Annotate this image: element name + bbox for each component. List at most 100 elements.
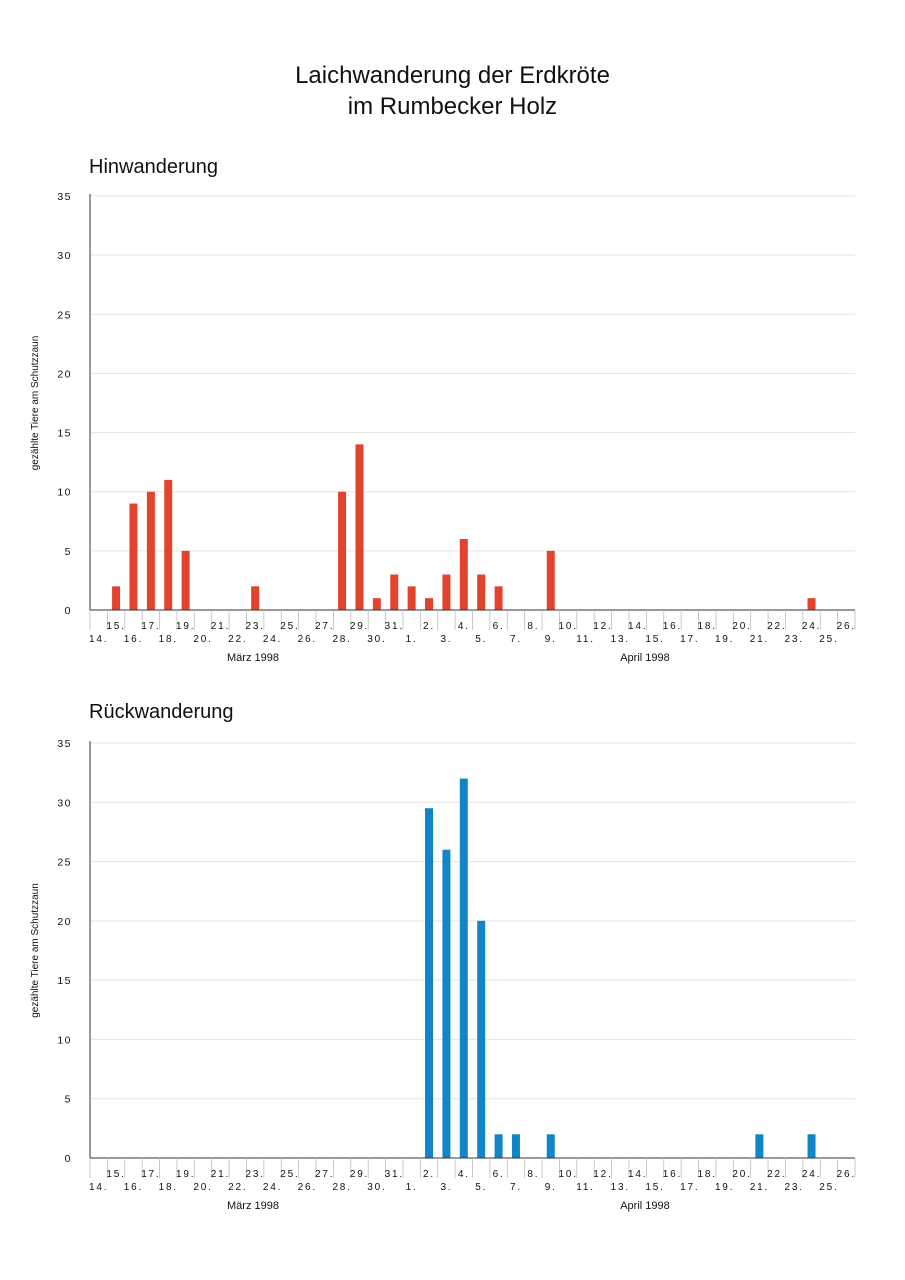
x-tick-label: 10. bbox=[558, 621, 577, 632]
x-tick-label: 16. bbox=[663, 1169, 682, 1180]
bar bbox=[355, 444, 364, 610]
x-tick-label: 11. bbox=[576, 634, 595, 645]
bar bbox=[494, 1134, 503, 1158]
x-tick-label: 10. bbox=[558, 1169, 577, 1180]
x-tick-label: 18. bbox=[698, 1169, 717, 1180]
x-tick-label: 4. bbox=[458, 1169, 470, 1180]
x-tick-label: 17. bbox=[141, 1169, 160, 1180]
x-tick-label: 30. bbox=[367, 1182, 386, 1193]
y-tick-label: 10 bbox=[57, 1034, 72, 1046]
bar bbox=[425, 808, 434, 1158]
x-tick-label: 23. bbox=[784, 1182, 803, 1193]
x-tick-label: 20. bbox=[732, 1169, 751, 1180]
x-tick-label: 26. bbox=[837, 621, 856, 632]
x-tick-label: 13. bbox=[611, 634, 630, 645]
x-tick-label: 17. bbox=[141, 621, 160, 632]
x-tick-label: 14. bbox=[628, 1169, 647, 1180]
x-tick-label: 17. bbox=[680, 1182, 699, 1193]
x-tick-label: 17. bbox=[680, 634, 699, 645]
x-tick-label: 15. bbox=[645, 634, 664, 645]
y-tick-label: 30 bbox=[57, 250, 72, 262]
x-tick-label: 15. bbox=[106, 621, 125, 632]
x-tick-label: 16. bbox=[124, 1182, 143, 1193]
y-axis-title: gezählte Tiere am Schutzzaun bbox=[30, 883, 41, 1018]
x-tick-label: 19. bbox=[715, 1182, 734, 1193]
x-tick-label: 16. bbox=[124, 634, 143, 645]
x-tick-label: 12. bbox=[593, 1169, 612, 1180]
y-tick-label: 15 bbox=[57, 428, 72, 440]
bar bbox=[755, 1134, 764, 1158]
x-tick-label: 31. bbox=[385, 621, 404, 632]
x-tick-label: 20. bbox=[732, 621, 751, 632]
bar bbox=[390, 574, 399, 610]
x-tick-label: 13. bbox=[611, 1182, 630, 1193]
bar bbox=[459, 539, 468, 610]
x-tick-label: 26. bbox=[837, 1169, 856, 1180]
x-tick-label: 31. bbox=[385, 1169, 404, 1180]
x-tick-label: 18. bbox=[159, 634, 178, 645]
x-tick-label: 23. bbox=[246, 621, 265, 632]
bar bbox=[112, 586, 121, 610]
x-tick-label: 9. bbox=[545, 634, 557, 645]
bar bbox=[442, 574, 451, 610]
bar bbox=[146, 491, 155, 610]
x-tick-label: 26. bbox=[298, 1182, 317, 1193]
x-tick-label: 21. bbox=[750, 634, 769, 645]
chart-title: Rückwanderung bbox=[89, 701, 234, 723]
x-tick-label: 27. bbox=[315, 1169, 334, 1180]
bar bbox=[251, 586, 260, 610]
bar bbox=[477, 574, 486, 610]
x-tick-label: 23. bbox=[784, 634, 803, 645]
x-tick-label: 8. bbox=[527, 1169, 539, 1180]
x-tick-label: 24. bbox=[263, 1182, 282, 1193]
bar bbox=[164, 479, 173, 610]
y-tick-label: 0 bbox=[65, 1153, 72, 1165]
y-tick-label: 25 bbox=[57, 309, 72, 321]
x-tick-label: 25. bbox=[280, 1169, 299, 1180]
x-tick-label: 24. bbox=[802, 621, 821, 632]
y-tick-label: 0 bbox=[65, 605, 72, 617]
x-tick-label: 25. bbox=[819, 1182, 838, 1193]
page-title-line-1: Laichwanderung der Erdkröte bbox=[295, 62, 610, 89]
x-tick-label: 1. bbox=[406, 1182, 418, 1193]
x-tick-label: 28. bbox=[332, 1182, 351, 1193]
x-tick-label: 2. bbox=[423, 621, 435, 632]
x-tick-label: 14. bbox=[89, 634, 108, 645]
page-title-line-2: im Rumbecker Holz bbox=[347, 93, 558, 120]
x-tick-label: 7. bbox=[510, 1182, 522, 1193]
x-tick-label: 6. bbox=[493, 1169, 505, 1180]
chart-hinwanderung-plot: 0 5 10 15 20 25 30 35 gezählte Tiere am Schutzza… bbox=[30, 191, 856, 664]
y-tick-label: 35 bbox=[57, 191, 72, 203]
chart-title: Hinwanderung bbox=[89, 156, 218, 178]
bar bbox=[407, 586, 416, 610]
x-tick-label: 23. bbox=[246, 1169, 265, 1180]
x-tick-label: 22. bbox=[228, 1182, 247, 1193]
x-tick-label: 12. bbox=[593, 621, 612, 632]
bar bbox=[511, 1134, 520, 1158]
bar bbox=[442, 849, 451, 1158]
y-tick-label: 5 bbox=[65, 1094, 72, 1106]
x-tick-label: 20. bbox=[193, 1182, 212, 1193]
x-tick-label: 27. bbox=[315, 621, 334, 632]
month-label: März 1998 bbox=[227, 1200, 279, 1212]
y-tick-label: 35 bbox=[57, 738, 72, 750]
x-tick-label: 25. bbox=[819, 634, 838, 645]
x-tick-label: 5. bbox=[475, 1182, 487, 1193]
x-tick-label: 22. bbox=[767, 1169, 786, 1180]
x-tick-label: 14. bbox=[89, 1182, 108, 1193]
x-tick-label: 3. bbox=[440, 1182, 452, 1193]
x-tick-label: 3. bbox=[440, 634, 452, 645]
x-tick-label: 21. bbox=[211, 621, 230, 632]
x-tick-label: 18. bbox=[698, 621, 717, 632]
x-tick-label: 4. bbox=[458, 621, 470, 632]
y-tick-label: 5 bbox=[65, 546, 72, 558]
x-tick-label: 18. bbox=[159, 1182, 178, 1193]
x-tick-label: 30. bbox=[367, 634, 386, 645]
x-tick-label: 19. bbox=[176, 1169, 195, 1180]
x-tick-label: 6. bbox=[493, 621, 505, 632]
y-axis-title: gezählte Tiere am Schutzzaun bbox=[30, 336, 41, 471]
month-label: April 1998 bbox=[620, 1200, 670, 1212]
x-tick-label: 15. bbox=[106, 1169, 125, 1180]
month-label: März 1998 bbox=[227, 652, 279, 664]
